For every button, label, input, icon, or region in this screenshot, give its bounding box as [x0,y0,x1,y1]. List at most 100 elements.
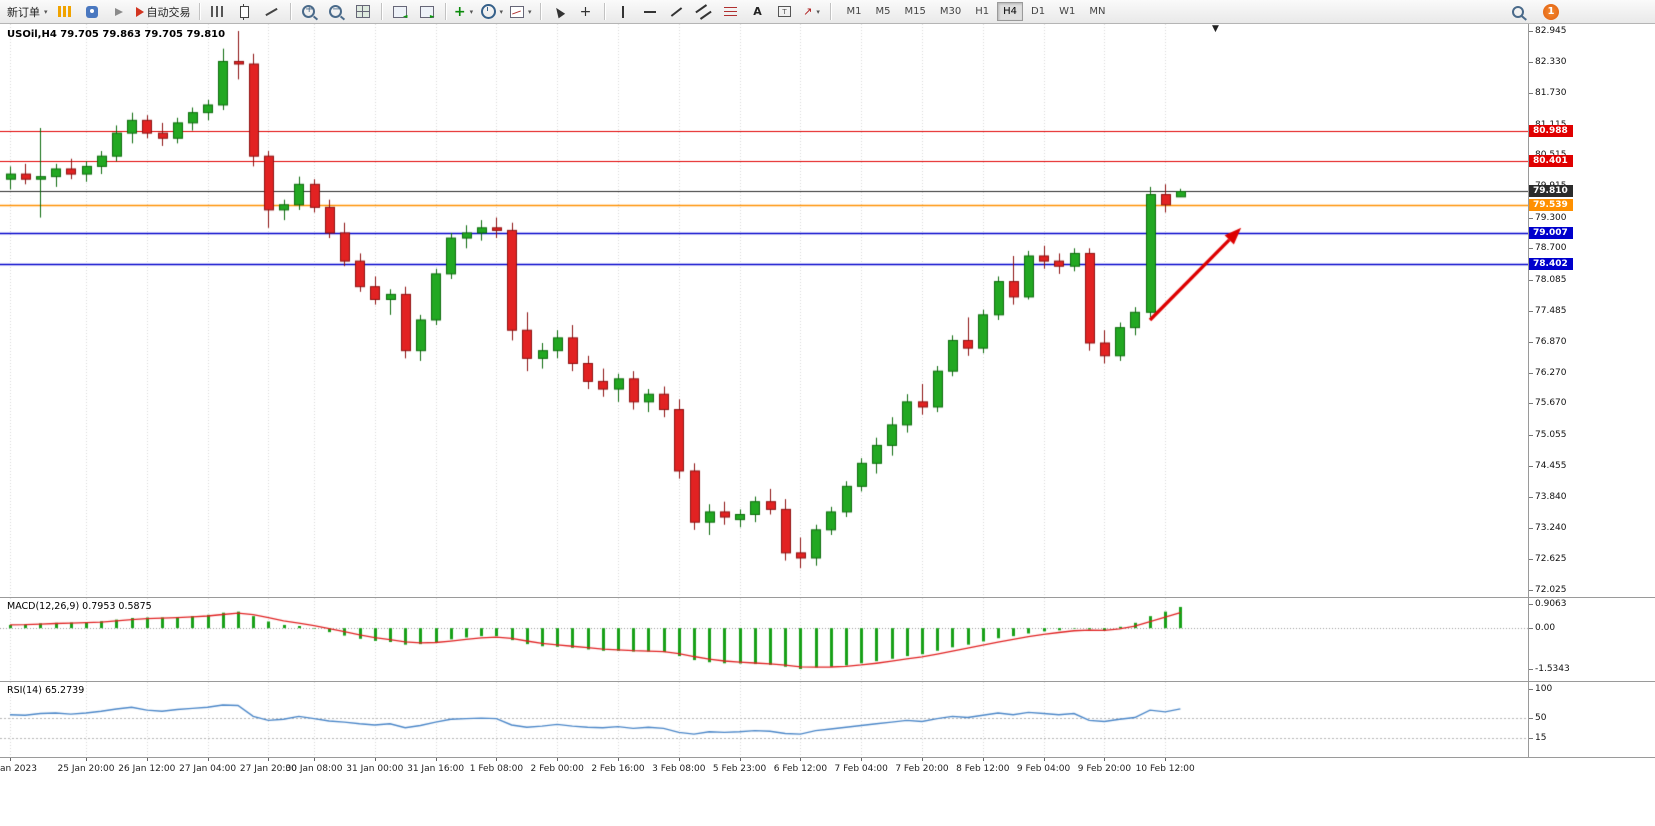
bar-chart-mode-button[interactable] [205,2,231,22]
timeframe-MN[interactable]: MN [1089,6,1106,17]
clock-icon [480,4,496,19]
rsi-axis[interactable]: 100 50 15 [1528,682,1655,757]
search-button[interactable] [1505,2,1531,22]
candlestick-mode-button[interactable] [232,2,258,22]
time-label: 27 Jan 04:00 [179,764,237,774]
axis-label: 0.00 [1535,623,1556,634]
bottom-strip [0,780,1655,826]
notification-badge[interactable]: 1 [1543,3,1559,20]
timeframe-H1[interactable]: H1 [975,6,990,17]
timeframe-D1[interactable]: D1 [1031,6,1046,17]
price-tag: 79.810 [1529,185,1573,198]
time-label: 26 Jan 12:00 [118,764,176,774]
time-tick [314,758,315,761]
time-tick [10,758,11,761]
time-tick [740,758,741,761]
macd-axis[interactable]: 0.9063 0.00 -1.5343 [1528,598,1655,681]
axis-tick [1529,403,1533,405]
chart-title: USOil,H4 79.705 79.863 79.705 79.810 [7,29,226,40]
price-tag: 79.539 [1529,199,1573,212]
play-icon [135,6,144,17]
timeframe-M1[interactable]: M1 [846,6,862,17]
time-tick [983,758,984,761]
axis-tick [1529,93,1533,95]
toolbar-separator [289,3,291,20]
axis-tick [1529,279,1533,281]
timeframe-W1[interactable]: W1 [1059,6,1076,17]
timeframe-M5[interactable]: M5 [875,6,891,17]
scroll-chart-button[interactable] [387,2,413,22]
auto-trading-button[interactable]: 自动交易 [133,2,194,22]
timeframe-M30[interactable]: M30 [939,6,962,17]
chart-shift-marker[interactable] [1212,24,1219,34]
ohlc-bars-icon [211,6,225,17]
price-tag: 80.401 [1529,155,1573,168]
time-label: 31 Jan 00:00 [346,764,404,774]
bar-chart-yellow-icon [58,6,72,17]
auto-scroll-button[interactable] [414,2,440,22]
axis-label: 74.455 [1535,460,1567,471]
indicators-button[interactable]: + ▾ [451,2,477,22]
chart-auto-scroll-icon [419,5,435,20]
time-tick [618,758,619,761]
crosshair-tool-button[interactable]: + [573,2,599,22]
time-label: 7 Feb 04:00 [834,764,888,774]
fibonacci-tool-button[interactable] [718,2,744,22]
time-label: 2 Feb 00:00 [530,764,584,774]
add-indicator-icon: + [453,3,466,20]
axis-tick [1529,604,1533,605]
time-label: 3 Feb 08:00 [652,764,706,774]
axis-tick [1529,527,1533,529]
axis-tick [1529,62,1533,64]
line-chart-mode-button[interactable] [259,2,285,22]
alerts-button[interactable] [106,2,132,22]
profile-icon [85,5,98,18]
trendline-tool-button[interactable] [664,2,690,22]
line-chart-icon [265,7,278,16]
zoom-out-button[interactable] [323,2,349,22]
time-tick [679,758,680,761]
axis-tick [1529,559,1533,561]
axis-label: 82.330 [1535,57,1567,68]
horizontal-line-tool-button[interactable] [637,2,663,22]
new-order-button[interactable]: 新订单 ▾ [4,2,51,22]
zoom-out-icon [329,4,343,18]
charts-button[interactable] [52,2,78,22]
vertical-line-tool-button[interactable] [610,2,636,22]
trendline-icon [670,6,683,17]
axis-tick [1529,310,1533,312]
zoom-in-button[interactable] [296,2,322,22]
price-axis[interactable]: 82.94582.33081.73081.11580.51579.91579.3… [1528,24,1655,597]
axis-tick [1529,497,1533,499]
axis-label: 76.270 [1535,367,1567,378]
templates-button[interactable]: ▾ [507,2,535,22]
auto-trading-label: 自动交易 [146,5,191,19]
timeframe-M15[interactable]: M15 [904,6,926,17]
macd-chart[interactable] [0,598,1528,681]
label-tool-button[interactable] [772,2,798,22]
tile-windows-button[interactable] [350,2,376,22]
periods-button[interactable]: ▾ [478,2,507,22]
text-tool-button[interactable]: A [745,2,771,22]
time-label: 10 Feb 12:00 [1135,764,1195,774]
template-icon [510,5,525,18]
axis-label: 82.945 [1535,26,1567,36]
axis-label: 75.055 [1535,429,1567,440]
arrows-tool-button[interactable]: ▾ [799,2,825,22]
rsi-chart[interactable] [0,682,1528,757]
time-tick [436,758,437,761]
candlestick-chart[interactable] [0,24,1528,597]
chevron-down-icon: ▾ [528,7,532,16]
time-label: 6 Feb 12:00 [773,764,828,774]
channel-tool-button[interactable] [691,2,717,22]
timeframe-H4[interactable]: H4 [997,2,1024,21]
axis-tick [1529,372,1533,374]
time-tick [268,758,269,761]
profiles-button[interactable] [79,2,105,22]
axis-label: 73.240 [1535,522,1567,533]
tile-windows-icon [355,5,370,18]
cursor-tool-button[interactable] [546,2,572,22]
axis-label: 81.730 [1535,88,1567,99]
